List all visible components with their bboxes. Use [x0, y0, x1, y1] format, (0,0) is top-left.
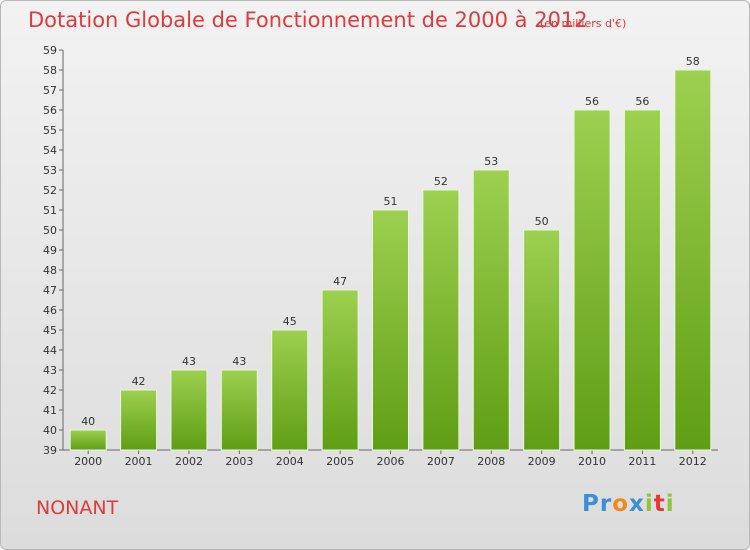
y-tick-label: 52 — [43, 184, 57, 197]
logo-letter: i — [665, 491, 675, 517]
bar — [623, 109, 661, 451]
logo-letter: P — [582, 491, 600, 517]
y-tick-label: 51 — [43, 204, 57, 217]
y-tick-label: 57 — [43, 84, 57, 97]
bar — [523, 229, 561, 451]
bar-value-label: 50 — [535, 215, 549, 228]
bar — [69, 429, 107, 451]
y-tick-label: 55 — [43, 124, 57, 137]
y-tick-label: 39 — [43, 444, 57, 457]
logo-letter: o — [612, 491, 630, 517]
bar-value-label: 43 — [182, 355, 196, 368]
bar — [674, 69, 712, 451]
y-tick-label: 40 — [43, 424, 57, 437]
bar — [472, 169, 510, 451]
bar-value-label: 43 — [232, 355, 246, 368]
x-tick-label: 2009 — [528, 455, 556, 468]
y-tick-label: 41 — [43, 404, 57, 417]
x-tick-label: 2004 — [276, 455, 304, 468]
y-tick-label: 53 — [43, 164, 57, 177]
logo-letter: x — [629, 491, 645, 517]
logo-letter: r — [599, 491, 613, 517]
bar-value-label: 53 — [484, 155, 498, 168]
y-tick-label: 56 — [43, 104, 57, 117]
x-tick-label: 2006 — [377, 455, 405, 468]
y-tick-label: 47 — [43, 284, 57, 297]
bar-value-label: 56 — [585, 95, 599, 108]
x-tick-label: 2002 — [175, 455, 203, 468]
bar — [170, 369, 208, 451]
x-tick-label: 2007 — [427, 455, 455, 468]
x-tick-label: 2011 — [628, 455, 656, 468]
y-tick-label: 48 — [43, 264, 57, 277]
bar — [120, 389, 158, 451]
y-tick-label: 50 — [43, 224, 57, 237]
bar — [321, 289, 359, 451]
bars: 40 42 43 43 45 47 51 52 53 50 56 56 58 — [69, 55, 712, 451]
y-tick-label: 59 — [43, 44, 57, 57]
y-tick-label: 49 — [43, 244, 57, 257]
logo-letter: i — [644, 491, 654, 517]
logo-letter: t — [653, 491, 666, 517]
bar — [220, 369, 258, 451]
x-tick-label: 2008 — [477, 455, 505, 468]
chart-title: Dotation Globale de Fonctionnement de 20… — [28, 8, 588, 32]
bar-value-label: 45 — [283, 315, 297, 328]
y-tick-label: 54 — [43, 144, 57, 157]
bar-value-label: 40 — [81, 415, 95, 428]
x-tick-label: 2001 — [125, 455, 153, 468]
x-tick-label: 2005 — [326, 455, 354, 468]
y-tick-label: 44 — [43, 344, 57, 357]
proxiti-logo: Proxiti — [582, 491, 675, 517]
y-tick-label: 58 — [43, 64, 57, 77]
bar-value-label: 47 — [333, 275, 347, 288]
bar-value-label: 52 — [434, 175, 448, 188]
x-tick-label: 2000 — [74, 455, 102, 468]
bar — [372, 209, 409, 451]
chart-unit: (en milliers d'€) — [540, 17, 627, 30]
bar-value-label: 58 — [686, 55, 700, 68]
bar — [271, 329, 309, 451]
y-tick-label: 42 — [43, 384, 57, 397]
y-tick-label: 43 — [43, 364, 57, 377]
bar-value-label: 56 — [635, 95, 649, 108]
x-tick-label: 2003 — [225, 455, 253, 468]
bar-value-label: 42 — [132, 375, 146, 388]
bar-value-label: 51 — [384, 195, 398, 208]
commune-name: NONANT — [36, 497, 119, 519]
x-tick-label: 2010 — [578, 455, 606, 468]
bar — [573, 109, 611, 451]
y-tick-label: 45 — [43, 324, 57, 337]
bar — [422, 189, 460, 451]
x-tick-label: 2012 — [679, 455, 707, 468]
y-tick-label: 46 — [43, 304, 57, 317]
